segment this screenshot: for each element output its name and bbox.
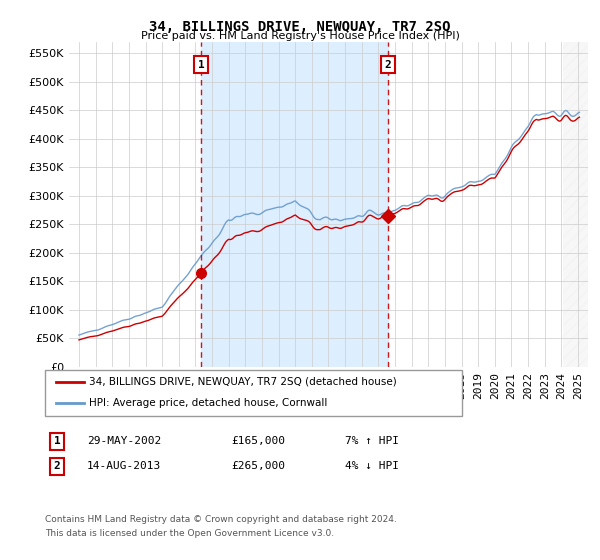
Text: 34, BILLINGS DRIVE, NEWQUAY, TR7 2SQ: 34, BILLINGS DRIVE, NEWQUAY, TR7 2SQ xyxy=(149,20,451,34)
Bar xyxy=(563,42,588,367)
Text: 1: 1 xyxy=(53,436,61,446)
Text: 34, BILLINGS DRIVE, NEWQUAY, TR7 2SQ (detached house): 34, BILLINGS DRIVE, NEWQUAY, TR7 2SQ (de… xyxy=(89,377,397,387)
Text: Contains HM Land Registry data © Crown copyright and database right 2024.: Contains HM Land Registry data © Crown c… xyxy=(45,515,397,524)
Text: £165,000: £165,000 xyxy=(231,436,285,446)
Text: £265,000: £265,000 xyxy=(231,461,285,472)
Text: Price paid vs. HM Land Registry's House Price Index (HPI): Price paid vs. HM Land Registry's House … xyxy=(140,31,460,41)
Text: 4% ↓ HPI: 4% ↓ HPI xyxy=(345,461,399,472)
Text: 1: 1 xyxy=(197,60,205,70)
Text: 2: 2 xyxy=(53,461,61,472)
Text: 7% ↑ HPI: 7% ↑ HPI xyxy=(345,436,399,446)
Bar xyxy=(201,42,388,367)
Text: 29-MAY-2002: 29-MAY-2002 xyxy=(87,436,161,446)
Text: This data is licensed under the Open Government Licence v3.0.: This data is licensed under the Open Gov… xyxy=(45,529,334,538)
Text: 14-AUG-2013: 14-AUG-2013 xyxy=(87,461,161,472)
Text: HPI: Average price, detached house, Cornwall: HPI: Average price, detached house, Corn… xyxy=(89,398,327,408)
Text: 2: 2 xyxy=(385,60,391,70)
